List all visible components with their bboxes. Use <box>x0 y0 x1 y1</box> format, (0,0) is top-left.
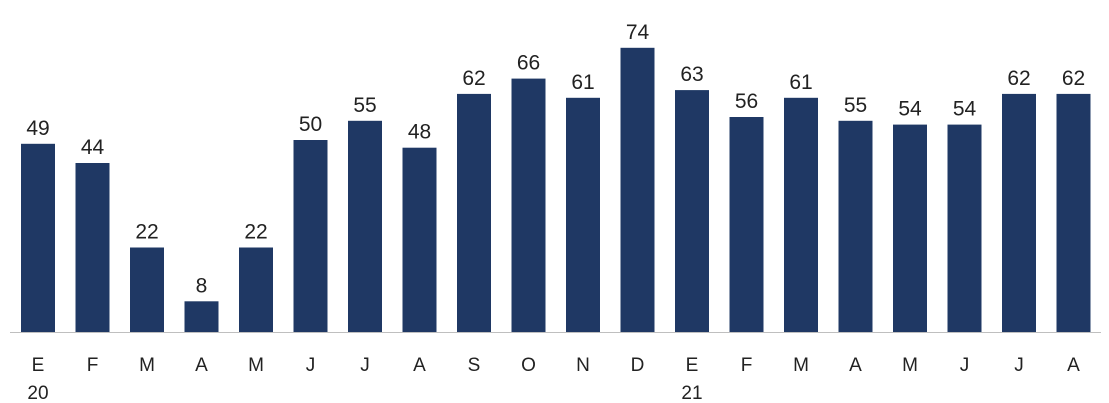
data-label-1: 44 <box>81 136 105 159</box>
x-tick-label-10: N <box>576 355 590 376</box>
x-tick-label-17: J <box>960 355 970 376</box>
x-year-label-12: 21 <box>681 383 702 403</box>
bar-11 <box>620 47 655 333</box>
bar-9 <box>511 78 546 332</box>
x-tick-label-14: M <box>793 355 809 376</box>
bar-12 <box>675 90 709 332</box>
x-tick-label-19: A <box>1067 355 1080 376</box>
data-label-10: 61 <box>571 71 594 94</box>
x-tick-label-9: O <box>521 355 536 376</box>
data-label-3: 8 <box>196 274 208 297</box>
data-label-7: 48 <box>408 121 431 144</box>
data-label-2: 22 <box>135 221 158 244</box>
x-tick-label-15: A <box>849 355 862 376</box>
x-tick-label-6: J <box>360 355 370 376</box>
bar-18 <box>1002 93 1036 333</box>
x-tick-label-18: J <box>1014 355 1024 376</box>
bars-group <box>21 47 1091 333</box>
bar-17 <box>947 124 982 332</box>
x-tick-label-4: M <box>248 355 264 376</box>
bar-19 <box>1056 93 1091 333</box>
data-label-9: 66 <box>517 52 540 75</box>
x-tick-label-12: E <box>686 355 699 376</box>
x-tick-label-11: D <box>631 355 645 376</box>
data-label-19: 62 <box>1062 67 1085 90</box>
data-label-0: 49 <box>26 117 49 140</box>
x-tick-label-5: J <box>306 355 316 376</box>
data-label-14: 61 <box>789 71 812 94</box>
data-label-8: 62 <box>462 67 485 90</box>
data-label-5: 50 <box>299 113 322 136</box>
data-label-15: 55 <box>844 94 867 117</box>
bar-10 <box>566 97 600 332</box>
x-tick-label-1: F <box>87 355 99 376</box>
bar-0 <box>21 143 55 332</box>
data-label-12: 63 <box>680 63 703 86</box>
x-tick-label-2: M <box>139 355 155 376</box>
x-tick-labels-group: E 20 F M A M J J A S O N D E 21 F M A M J J A <box>27 355 1080 403</box>
bar-15 <box>838 120 873 332</box>
bar-7 <box>402 147 437 332</box>
bar-2 <box>130 247 164 332</box>
data-label-17: 54 <box>953 98 977 121</box>
x-tick-label-7: A <box>413 355 426 376</box>
bar-13 <box>729 117 764 332</box>
data-labels-group: 49 44 22 8 22 50 55 48 62 66 61 74 63 56 61 55 54 54 62 62 <box>26 21 1085 297</box>
bar-1 <box>75 163 110 332</box>
data-label-4: 22 <box>244 221 267 244</box>
x-tick-label-13: F <box>741 355 753 376</box>
bar-16 <box>893 124 927 332</box>
bar-5 <box>293 140 328 332</box>
bar-6 <box>348 120 382 332</box>
bar-14 <box>784 97 818 332</box>
x-tick-label-8: S <box>468 355 481 376</box>
x-tick-label-16: M <box>902 355 918 376</box>
bar-3 <box>184 301 219 332</box>
x-tick-label-3: A <box>195 355 208 376</box>
data-label-11: 74 <box>626 21 650 44</box>
data-label-18: 62 <box>1007 67 1030 90</box>
bar-4 <box>239 247 273 332</box>
data-label-16: 54 <box>898 98 922 121</box>
data-label-6: 55 <box>353 94 376 117</box>
x-tick-label-0: E <box>32 355 45 376</box>
bar-8 <box>457 93 491 333</box>
data-label-13: 56 <box>735 90 758 113</box>
x-year-label-0: 20 <box>27 383 48 403</box>
